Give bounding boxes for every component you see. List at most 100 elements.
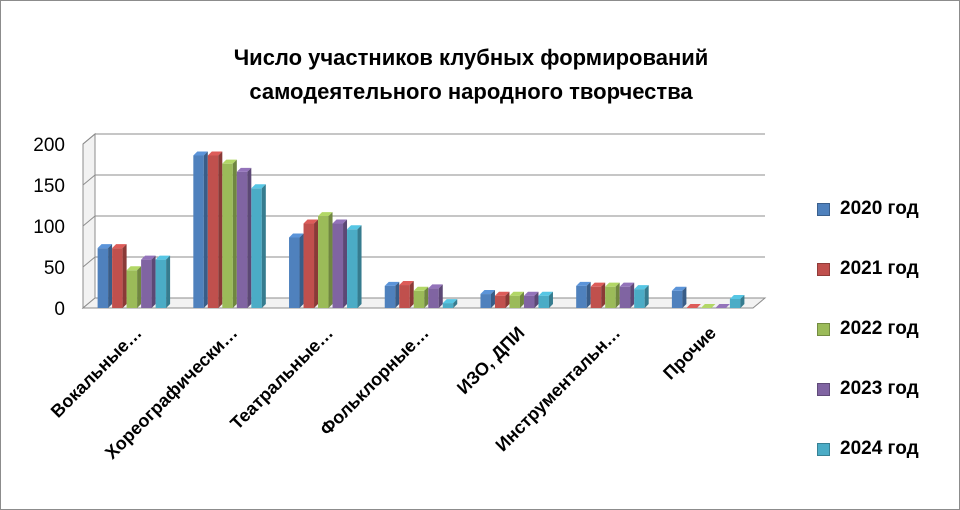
bar <box>318 216 329 308</box>
gridline-side <box>82 133 96 145</box>
bar-top <box>509 291 524 296</box>
bar-side <box>409 281 414 308</box>
bar <box>523 295 535 308</box>
bar <box>428 288 439 308</box>
bar <box>494 295 506 308</box>
bar <box>141 259 152 308</box>
y-tick-label: 150 <box>33 176 65 197</box>
bar-side <box>166 255 171 308</box>
bar-side <box>151 255 156 308</box>
legend-label: 2022 год <box>840 318 919 339</box>
legend-item: 2021 год <box>817 239 919 299</box>
bar-top <box>605 282 620 287</box>
x-tick-label: Прочие <box>659 323 720 384</box>
bar-side <box>682 286 687 308</box>
bar <box>126 270 138 308</box>
bar <box>509 295 520 308</box>
bar <box>289 237 300 308</box>
bar-top <box>112 244 127 249</box>
bar-side <box>314 219 319 308</box>
bar-side <box>122 244 127 308</box>
bar-side <box>615 282 620 308</box>
bar <box>671 290 683 308</box>
bar-side <box>644 285 649 308</box>
bar <box>480 294 491 308</box>
bar <box>605 286 616 308</box>
bar <box>634 289 645 308</box>
bar <box>576 285 587 308</box>
y-tick-label: 50 <box>44 258 65 279</box>
gridline-side <box>82 174 96 186</box>
bar-top <box>332 219 348 224</box>
bar <box>207 155 219 308</box>
bar-side <box>453 299 458 308</box>
bar-side <box>601 282 606 308</box>
bar <box>538 295 549 308</box>
bar-top <box>207 151 223 156</box>
legend-label: 2023 год <box>840 378 919 399</box>
bar-top <box>634 285 649 290</box>
legend-swatch <box>817 262 830 276</box>
chart-legend: 2020 год 2021 год 2022 год 2023 год 2024 год <box>817 179 919 479</box>
legend-label: 2021 год <box>840 258 919 279</box>
bar-side <box>357 225 362 308</box>
bar-side <box>424 286 429 308</box>
chart-title-line-1: Число участников клубных формирований <box>233 45 709 70</box>
bar-top <box>155 255 171 260</box>
bar <box>222 163 233 308</box>
y-tick-label: 0 <box>54 299 65 320</box>
bar-top <box>126 266 142 271</box>
bar-side <box>586 281 591 308</box>
bar-side <box>548 291 553 308</box>
bar <box>384 285 396 308</box>
bar-top <box>729 294 745 299</box>
bar-top <box>318 212 333 217</box>
bar-side <box>328 212 333 308</box>
bar <box>590 286 602 308</box>
bar-side <box>534 291 539 308</box>
bar-side <box>137 266 142 308</box>
x-tick-label: ИЗО, ДПИ <box>453 323 528 398</box>
bar-side <box>261 184 266 308</box>
bar-side <box>438 284 443 308</box>
bar-top <box>289 233 304 238</box>
bar-side <box>299 233 304 308</box>
bar <box>347 229 358 308</box>
bar-side <box>490 290 495 308</box>
bar-side <box>505 291 510 308</box>
gridline-side <box>82 215 96 227</box>
bar-side <box>247 167 252 308</box>
bar-top <box>590 282 606 287</box>
bar <box>236 171 248 308</box>
bar-top <box>442 299 458 304</box>
bar-side <box>630 282 635 308</box>
bar <box>97 248 109 308</box>
legend-swatch <box>817 382 830 396</box>
bar-top <box>347 225 362 230</box>
legend-swatch <box>817 322 830 336</box>
y-tick-label: 200 <box>33 135 65 156</box>
chart-title: Число участников клубных формирований са… <box>171 41 771 109</box>
bar <box>251 188 262 308</box>
bar-top <box>538 291 553 296</box>
x-tick-label: Вокальные… <box>47 323 146 422</box>
bar-top <box>193 151 208 156</box>
legend-item: 2022 год <box>817 299 919 359</box>
bar-top <box>413 286 429 291</box>
bar-top <box>399 281 414 286</box>
legend-swatch <box>817 442 830 456</box>
bar-top <box>428 284 443 289</box>
bar-side <box>218 151 223 308</box>
legend-label: 2020 год <box>840 198 919 219</box>
bar-top <box>671 286 687 291</box>
bar <box>155 259 167 308</box>
bar-top <box>384 281 400 286</box>
bar-side <box>740 294 745 308</box>
bar <box>729 298 741 308</box>
gridline-side <box>82 256 96 268</box>
legend-label: 2024 год <box>840 438 919 459</box>
bar-top <box>494 291 510 296</box>
bar-top <box>700 304 716 308</box>
